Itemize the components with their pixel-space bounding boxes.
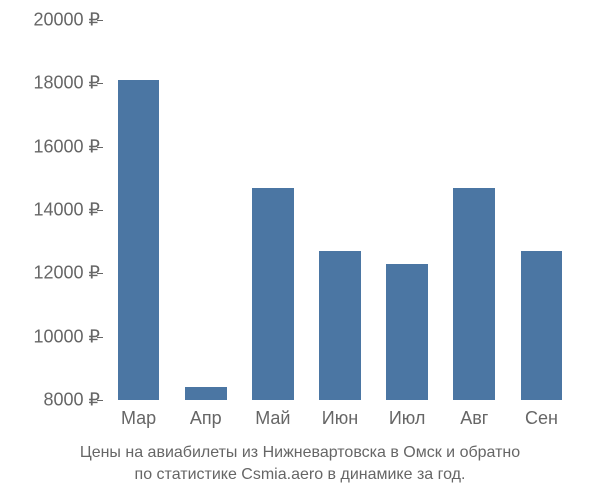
y-axis-tick bbox=[97, 210, 103, 211]
x-axis-tick-label: Апр bbox=[190, 408, 222, 429]
x-axis-tick-label: Авг bbox=[460, 408, 488, 429]
y-axis-tick bbox=[97, 20, 103, 21]
y-axis-tick bbox=[97, 337, 103, 338]
x-axis-tick-label: Сен bbox=[525, 408, 558, 429]
bar bbox=[386, 264, 428, 400]
bar bbox=[453, 188, 495, 400]
bar bbox=[118, 80, 160, 400]
bar bbox=[185, 387, 227, 400]
x-axis-tick-label: Июн bbox=[322, 408, 358, 429]
y-axis-tick-label: 14000 ₽ bbox=[33, 200, 100, 221]
bar bbox=[521, 251, 563, 400]
y-axis-tick-label: 16000 ₽ bbox=[33, 136, 100, 157]
chart-caption: Цены на авиабилеты из Нижневартовска в О… bbox=[0, 442, 600, 485]
x-axis-tick-label: Май bbox=[255, 408, 290, 429]
bar bbox=[319, 251, 361, 400]
y-axis-tick bbox=[97, 273, 103, 274]
x-axis-tick-label: Июл bbox=[389, 408, 426, 429]
bar bbox=[252, 188, 294, 400]
y-axis-tick-label: 8000 ₽ bbox=[44, 390, 101, 411]
y-axis-tick-label: 18000 ₽ bbox=[33, 73, 100, 94]
x-axis-tick-label: Мар bbox=[121, 408, 156, 429]
y-axis-tick-label: 20000 ₽ bbox=[33, 10, 100, 31]
caption-line2: по статистике Csmia.aero в динамике за г… bbox=[135, 466, 466, 483]
caption-line1: Цены на авиабилеты из Нижневартовска в О… bbox=[80, 444, 520, 461]
y-axis-tick-label: 10000 ₽ bbox=[33, 326, 100, 347]
y-axis-tick bbox=[97, 400, 103, 401]
y-axis-tick-label: 12000 ₽ bbox=[33, 263, 100, 284]
y-axis-tick bbox=[97, 147, 103, 148]
plot-area bbox=[105, 20, 575, 400]
y-axis-tick bbox=[97, 83, 103, 84]
chart-container: 8000 ₽ 10000 ₽ 12000 ₽ 14000 ₽ 16000 ₽ 18000 … bbox=[0, 0, 600, 500]
